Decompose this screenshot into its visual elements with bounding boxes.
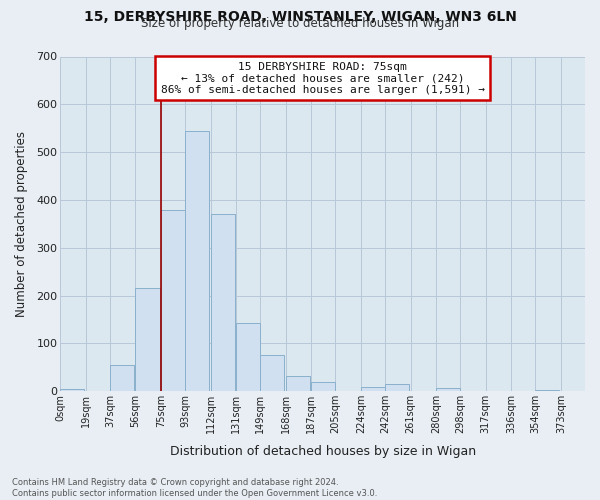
Y-axis label: Number of detached properties: Number of detached properties [15,131,28,317]
Bar [236,324,260,391]
X-axis label: Distribution of detached houses by size in Wigan: Distribution of detached houses by size … [170,444,476,458]
Text: Size of property relative to detached houses in Wigan: Size of property relative to detached ho… [141,18,459,30]
Bar [136,288,160,391]
Bar [436,388,460,391]
Bar [361,388,385,391]
Bar [535,390,559,391]
Text: 15 DERBYSHIRE ROAD: 75sqm
← 13% of detached houses are smaller (242)
86% of semi: 15 DERBYSHIRE ROAD: 75sqm ← 13% of detac… [161,62,485,94]
Bar [385,384,409,391]
Bar [110,365,134,391]
Bar [60,389,85,391]
Bar [311,382,335,391]
Bar [211,214,235,391]
Text: Contains HM Land Registry data © Crown copyright and database right 2024.
Contai: Contains HM Land Registry data © Crown c… [12,478,377,498]
Text: 15, DERBYSHIRE ROAD, WINSTANLEY, WIGAN, WN3 6LN: 15, DERBYSHIRE ROAD, WINSTANLEY, WIGAN, … [83,10,517,24]
Bar [286,376,310,391]
Bar [260,356,284,391]
Bar [161,210,185,391]
Bar [185,130,209,391]
